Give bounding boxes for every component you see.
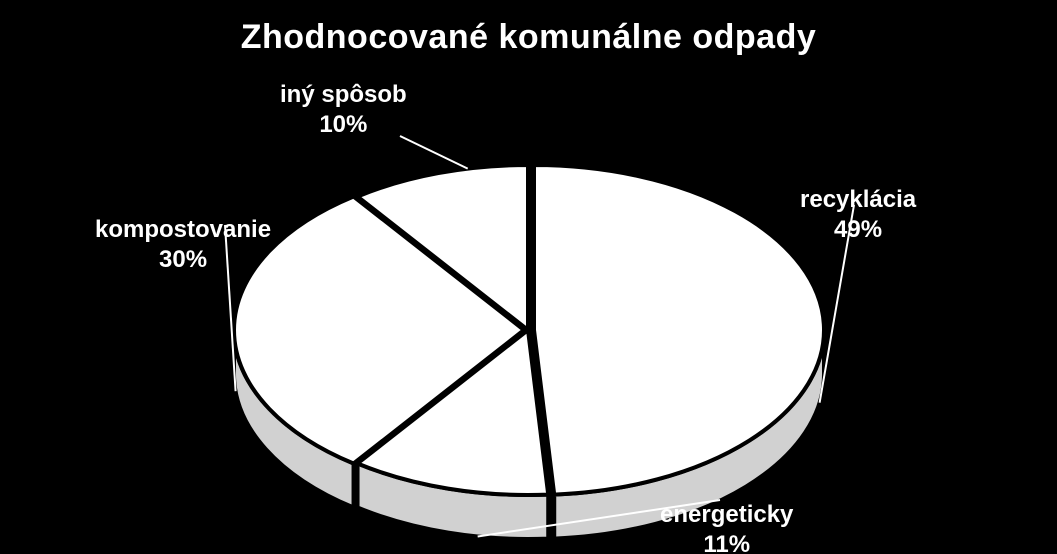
slice-percent: 11% xyxy=(660,530,793,554)
slice-label-iny-sposob: iný spôsob 10% xyxy=(280,80,407,140)
slice-name: iný spôsob xyxy=(280,81,407,108)
slice-label-energeticky: energeticky 11% xyxy=(660,500,793,554)
leader-iny_sposob xyxy=(400,136,468,169)
slice-name: recyklácia xyxy=(800,186,916,213)
slice-percent: 49% xyxy=(800,215,916,245)
slice-label-recyklacia: recyklácia 49% xyxy=(800,185,916,245)
chart-stage: { "chart": { "type": "pie", "title": "Zh… xyxy=(0,0,1057,554)
slice-percent: 10% xyxy=(280,110,407,140)
slice-label-kompostovanie: kompostovanie 30% xyxy=(95,215,271,275)
slice-percent: 30% xyxy=(95,245,271,275)
slice-name: kompostovanie xyxy=(95,216,271,243)
slice-name: energeticky xyxy=(660,501,793,528)
pie-chart xyxy=(0,0,1057,554)
